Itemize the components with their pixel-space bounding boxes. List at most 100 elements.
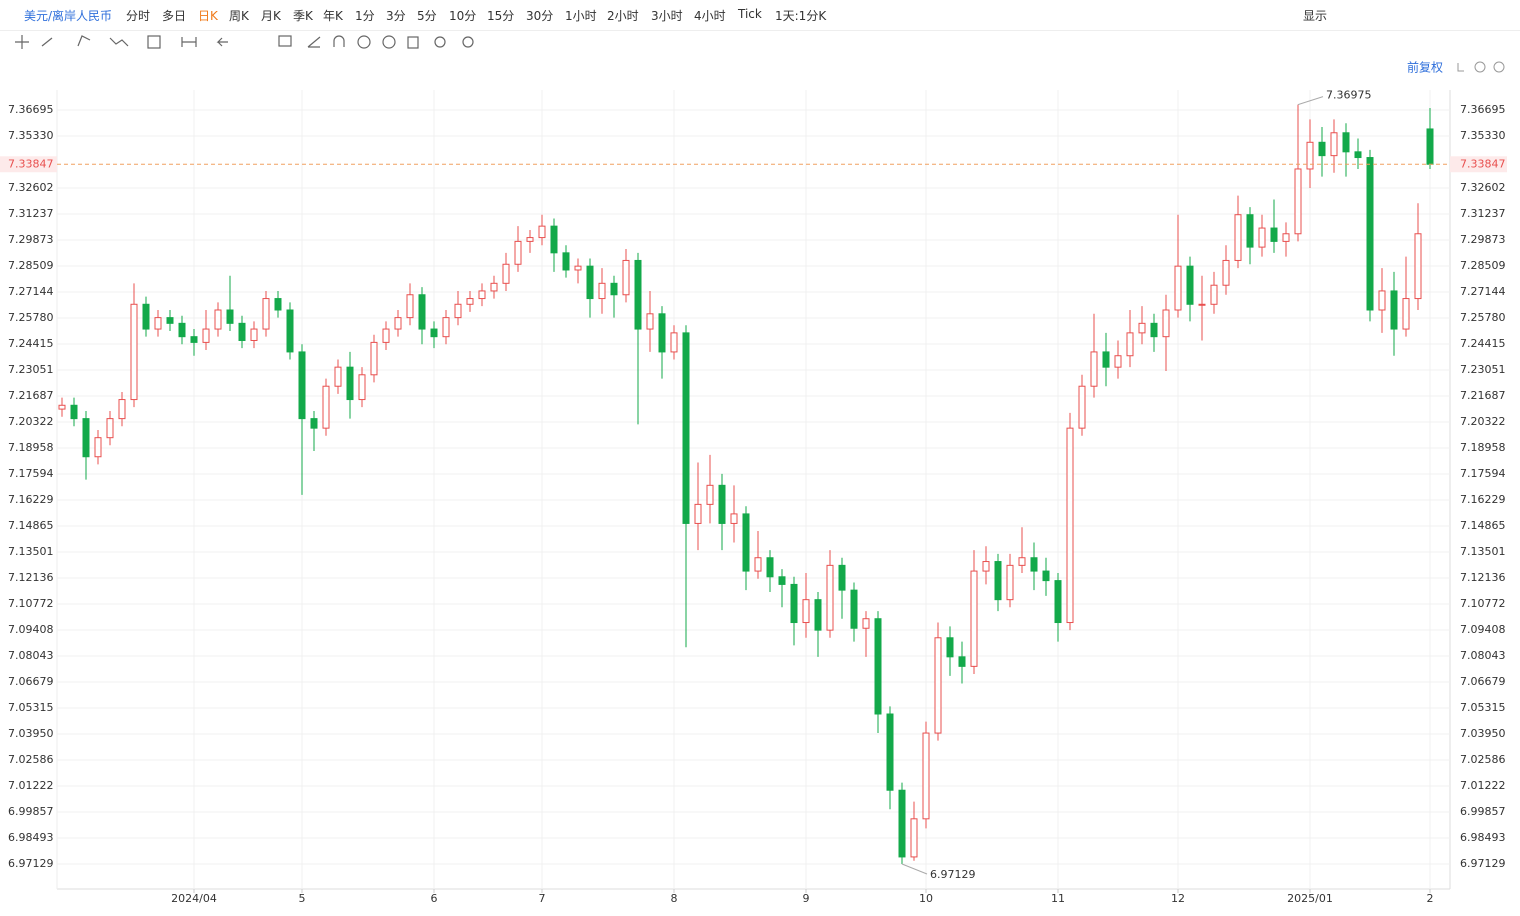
delete-tool[interactable] [407,36,419,49]
link-tool[interactable] [434,36,446,48]
shape-tool[interactable] [147,35,161,49]
candle-body [622,259,630,296]
toolbar-item[interactable]: 美元/离岸人民币 [24,9,113,23]
toolbar-item[interactable]: 1天:1分K [775,9,827,23]
toolbar-item[interactable]: 4小时 [694,9,726,23]
y-tick-label: 7.01222 [8,779,54,792]
candle-body [430,328,438,338]
candle-body [982,561,990,572]
y-tick-label: 7.36695 [8,103,54,116]
candle-body [1198,303,1206,306]
candle-body [1414,233,1422,300]
toolbar-item[interactable]: 显示 [1303,9,1328,23]
y-tick-label: 7.16229 [1460,493,1506,506]
y-tick-label: 7.13501 [8,545,54,558]
move-icon[interactable] [15,35,29,49]
y-tick-label: 7.09408 [1460,623,1506,636]
path-tool[interactable] [77,35,91,47]
wave-tool[interactable] [109,37,129,47]
candle-body [466,298,474,305]
magnet-tool[interactable] [333,35,345,47]
min-leader [901,863,928,875]
max-leader [1297,96,1324,106]
candle-body [1354,151,1362,159]
toolbar-item[interactable]: 5分 [417,9,437,23]
arrow-tool[interactable] [216,37,228,47]
toolbar-item[interactable]: 15分 [487,9,515,23]
reset[interactable] [1457,63,1464,72]
adjust-button[interactable]: 前复权 [1407,60,1443,75]
candle-body [1258,227,1266,248]
y-tick-label: 7.27144 [8,285,54,298]
candle-body [946,637,954,658]
toolbar-item[interactable]: 日K [198,9,218,23]
zoom-in[interactable] [1493,61,1505,73]
candle-body [1054,580,1062,624]
candle-body [1138,322,1146,334]
y-tick-label: 7.32602 [1460,181,1506,194]
candle-body [490,282,498,292]
candle-body [370,341,378,376]
y-tick-label: 7.32602 [8,181,54,194]
toolbar-item[interactable]: 10分 [449,9,477,23]
candle-body [970,570,978,667]
toolbar-item[interactable]: 2小时 [607,9,639,23]
measure-tool[interactable] [181,37,197,47]
y-tick-label: 7.13501 [1460,545,1506,558]
candle-body [742,513,750,572]
y-tick-label: 7.17594 [8,467,54,480]
y-tick-label: 7.25780 [1460,311,1506,324]
candle-body [70,404,78,420]
chart: 7.36695 7.36695 7.35330 7.35330 7.32602 7.326… [0,90,1507,905]
toolbar: 美元/离岸人民币 分时 多日 日K 周K 月K 季K 年K 1分 3分 5分 10分 15分 30分 1小时… [0,0,1520,31]
candle-body [994,561,1002,601]
candle-body [706,484,714,505]
candle-body [1174,265,1182,311]
candle-body [1078,385,1086,429]
toolbar-item[interactable]: Tick [738,7,762,21]
y-tick-label: 7.36695 [1460,103,1506,116]
drawing-toolbar: 前复权 [15,35,1505,75]
candle-body [562,252,570,271]
toolbar-item[interactable]: 3小时 [651,9,683,23]
candle-body [1342,132,1350,153]
candle-body [478,290,486,300]
toolbar-item[interactable]: 月K [261,9,281,23]
y-tick-label: 7.35330 [1460,129,1506,142]
x-tick-label: 6 [431,892,438,905]
candle-body [1378,290,1386,311]
y-tick-label: 7.27144 [1460,285,1506,298]
candle-body [862,618,870,629]
candle-body [1366,157,1374,311]
y-tick-label: 7.24415 [8,337,54,350]
settings-tool[interactable] [462,36,474,48]
toolbar-item[interactable]: 3分 [386,9,406,23]
candle-body [586,265,594,300]
candle-body [1186,265,1194,305]
hide-tool[interactable] [382,35,396,49]
y-tick-label: 7.08043 [1460,649,1506,662]
angle-tool[interactable] [307,36,321,48]
candle-body [634,259,642,330]
candle-body [166,317,174,324]
candle-body [454,303,462,319]
toolbar-item[interactable]: 1小时 [565,9,597,23]
toolbar-item[interactable]: 1分 [355,9,375,23]
note-tool[interactable] [278,35,292,47]
toolbar-item[interactable]: 多日 [162,9,187,23]
y-tick-label: 6.99857 [1460,805,1506,818]
toolbar-item[interactable]: 分时 [126,9,151,23]
candle-body [142,303,150,330]
y-tick-label: 6.99857 [8,805,54,818]
candle-body [934,637,942,734]
toolbar-item[interactable]: 年K [323,9,343,23]
lock-tool[interactable] [357,35,371,49]
toolbar-item[interactable]: 周K [229,9,249,23]
toolbar-item[interactable]: 季K [293,9,313,23]
line-tool[interactable] [41,37,53,47]
zoom-out[interactable] [1474,61,1486,73]
toolbar-item[interactable]: 30分 [526,9,554,23]
candle-body [442,317,450,338]
x-tick-label: 2025/01 [1287,892,1333,905]
